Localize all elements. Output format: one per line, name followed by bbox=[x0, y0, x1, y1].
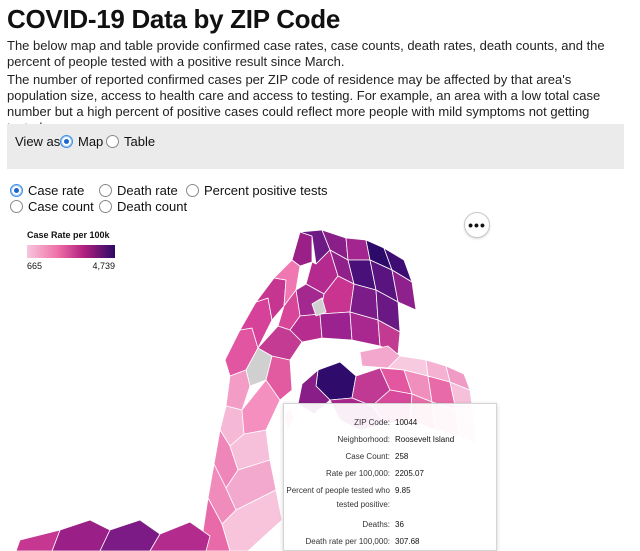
tooltip-row: Death rate per 100,000: 307.68 bbox=[284, 535, 498, 549]
radio-unselected-icon[interactable] bbox=[186, 184, 199, 197]
tooltip-row: Deaths: 36 bbox=[284, 518, 498, 532]
zip-area[interactable] bbox=[149, 521, 211, 551]
zip-area[interactable] bbox=[311, 297, 327, 317]
metric-death-count-radio[interactable]: Death count bbox=[99, 199, 187, 214]
tooltip-value: Roosevelt Island bbox=[395, 435, 455, 444]
radio-unselected-icon[interactable] bbox=[99, 200, 112, 213]
metric-percent-positive-label: Percent positive tests bbox=[204, 183, 328, 198]
zip-area[interactable] bbox=[99, 519, 161, 551]
view-as-label: View as: bbox=[15, 134, 64, 149]
metric-death-rate-radio[interactable]: Death rate bbox=[99, 183, 178, 198]
radio-unselected-icon[interactable] bbox=[99, 184, 112, 197]
zip-area[interactable] bbox=[225, 369, 251, 411]
radio-selected-icon[interactable] bbox=[60, 135, 73, 148]
radio-unselected-icon[interactable] bbox=[10, 200, 23, 213]
bronx-zips bbox=[257, 229, 417, 361]
tooltip-row: Rate per 100,000: 2205.07 bbox=[284, 467, 498, 481]
zip-area[interactable] bbox=[319, 311, 353, 341]
zip-area[interactable] bbox=[15, 529, 61, 551]
view-table-label: Table bbox=[124, 134, 156, 149]
tooltip-value: 36 bbox=[395, 520, 404, 529]
zip-area[interactable] bbox=[241, 379, 281, 435]
tooltip-value: 9.85 bbox=[395, 486, 411, 495]
legend-max: 4,739 bbox=[92, 261, 115, 271]
view-map-label: Map bbox=[78, 134, 104, 149]
tooltip-key: Neighborhood: bbox=[337, 435, 390, 444]
tooltip-value: 2205.07 bbox=[395, 469, 424, 478]
tooltip-key: Case Count: bbox=[345, 452, 390, 461]
metric-death-count-label: Death count bbox=[117, 199, 188, 214]
tooltip-row: ZIP Code: 10044 bbox=[284, 416, 498, 430]
ellipsis-icon: ••• bbox=[468, 217, 486, 233]
zip-area[interactable] bbox=[391, 269, 417, 311]
tooltip-key: ZIP Code: bbox=[354, 418, 390, 427]
tooltip-key: Deaths: bbox=[362, 520, 390, 529]
zip-tooltip: ZIP Code: 10044 Neighborhood: Roosevelt … bbox=[283, 403, 497, 551]
zip-area[interactable] bbox=[221, 489, 283, 551]
more-options-button[interactable]: ••• bbox=[464, 212, 490, 238]
legend-color-ramp bbox=[27, 245, 115, 258]
tooltip-value: 307.68 bbox=[395, 537, 420, 546]
metric-death-rate-label: Death rate bbox=[117, 183, 178, 198]
tooltip-key: Rate per 100,000: bbox=[325, 469, 390, 478]
zip-area[interactable] bbox=[445, 365, 471, 391]
view-map-radio[interactable]: Map bbox=[60, 134, 103, 149]
zip-area[interactable] bbox=[257, 325, 303, 361]
tooltip-row: Neighborhood: Roosevelt Island bbox=[284, 433, 498, 447]
metric-case-rate-label: Case rate bbox=[28, 183, 85, 198]
manhattan-zips bbox=[199, 231, 313, 551]
view-table-radio[interactable]: Table bbox=[106, 134, 155, 149]
zip-area[interactable] bbox=[387, 355, 429, 377]
zip-area[interactable] bbox=[291, 231, 313, 267]
zip-area[interactable] bbox=[51, 519, 111, 551]
metric-case-count-label: Case count bbox=[28, 199, 94, 214]
tooltip-row: Case Count: 258 bbox=[284, 450, 498, 464]
legend-title: Case Rate per 100k bbox=[27, 230, 110, 240]
metric-percent-positive-radio[interactable]: Percent positive tests bbox=[186, 183, 328, 198]
metric-case-count-radio[interactable]: Case count bbox=[10, 199, 94, 214]
metric-case-rate-radio[interactable]: Case rate bbox=[10, 183, 84, 198]
legend-min: 665 bbox=[27, 261, 43, 271]
page-title: COVID-19 Data by ZIP Code bbox=[7, 4, 340, 34]
brooklyn-zips bbox=[15, 519, 211, 551]
tooltip-value: 10044 bbox=[395, 418, 418, 427]
tooltip-value: 258 bbox=[395, 452, 409, 461]
zip-area[interactable] bbox=[265, 355, 293, 401]
tooltip-row: Percent of people tested who tested posi… bbox=[284, 484, 498, 512]
radio-selected-icon[interactable] bbox=[10, 184, 23, 197]
tooltip-key: Percent of people tested who tested posi… bbox=[286, 486, 390, 509]
tooltip-key: Death rate per 100,000: bbox=[305, 537, 390, 546]
radio-unselected-icon[interactable] bbox=[106, 135, 119, 148]
intro-paragraph: The below map and table provide confirme… bbox=[7, 38, 605, 69]
map-legend: Case Rate per 100k 665 4,739 bbox=[27, 230, 117, 271]
view-as-bar: View as: Map Table bbox=[7, 124, 624, 169]
